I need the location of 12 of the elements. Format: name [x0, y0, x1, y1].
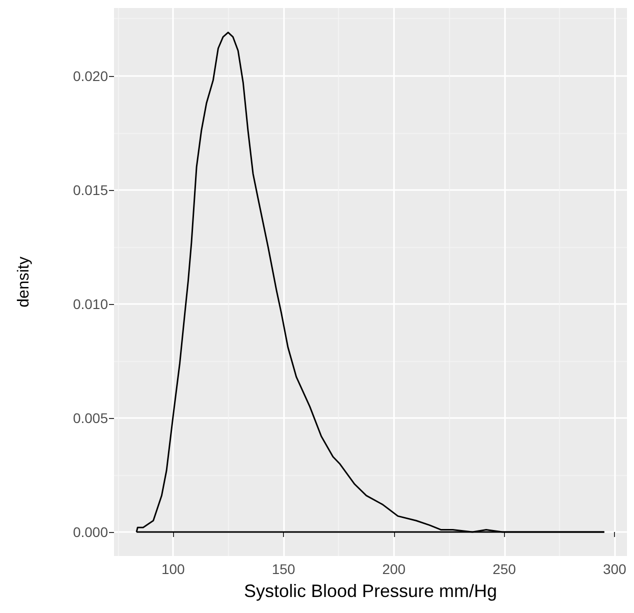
- y-tick-label: 0.020: [72, 68, 108, 84]
- x-tick-label: 300: [602, 561, 627, 577]
- x-tick-label: 200: [382, 561, 406, 577]
- y-tick-label: 0.010: [72, 296, 108, 312]
- y-tick-label: 0.015: [72, 182, 108, 198]
- x-tick-label: 100: [161, 561, 186, 577]
- y-axis-title: density: [16, 256, 32, 308]
- x-axis-title: Systolic Blood Pressure mm/Hg: [244, 581, 498, 601]
- x-tick-label: 250: [492, 561, 516, 577]
- y-tick-label: 0.005: [72, 410, 108, 426]
- y-tick-label: 0.000: [72, 524, 108, 540]
- x-tick-label: 150: [272, 561, 296, 577]
